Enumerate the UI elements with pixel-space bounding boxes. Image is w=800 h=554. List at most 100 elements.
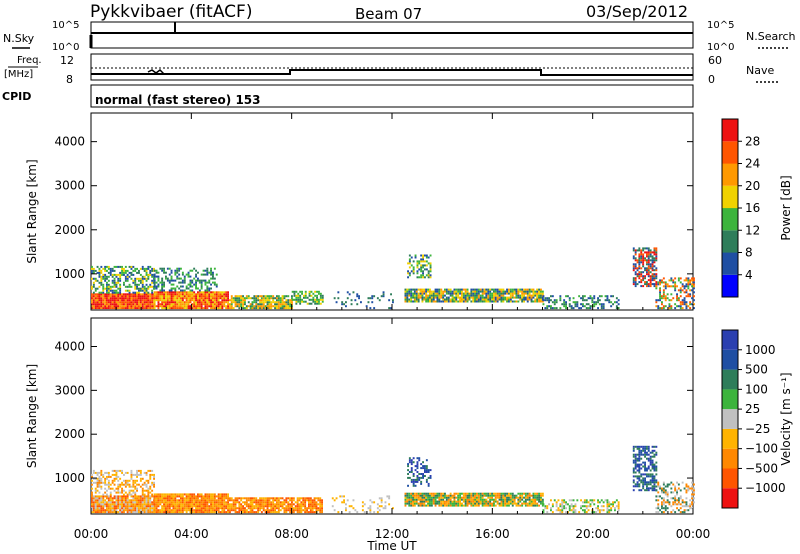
data-cell: [442, 504, 445, 507]
data-cell: [412, 288, 414, 291]
data-cell: [498, 492, 501, 495]
data-cell: [416, 457, 419, 460]
data-cell: [187, 303, 190, 306]
data-cell: [559, 299, 562, 302]
data-cell: [407, 262, 409, 265]
data-cell: [412, 502, 414, 505]
data-cell: [646, 445, 648, 448]
data-cell: [655, 269, 658, 272]
data-cell: [314, 300, 317, 303]
data-cell: [445, 290, 448, 293]
data-cell: [420, 482, 423, 485]
data-cell: [168, 267, 171, 270]
data-cell: [221, 501, 224, 504]
data-cell: [185, 501, 188, 504]
data-cell: [176, 293, 179, 296]
data-cell: [96, 503, 99, 506]
data-cell: [149, 491, 152, 494]
data-cell: [170, 501, 173, 504]
data-cell: [229, 499, 231, 502]
data-cell: [113, 297, 116, 300]
data-cell: [407, 473, 409, 475]
data-cell: [408, 288, 411, 291]
data-cell: [304, 294, 307, 297]
data-cell: [494, 294, 497, 297]
data-cell: [672, 491, 675, 494]
data-cell: [191, 307, 194, 310]
data-cell: [244, 297, 246, 300]
data-cell: [651, 479, 654, 482]
data-cell: [296, 505, 299, 508]
data-cell: [262, 307, 265, 310]
data-cell: [410, 467, 413, 470]
data-cell: [550, 307, 552, 310]
data-cell: [410, 500, 413, 503]
data-cell: [124, 491, 127, 494]
data-cell: [653, 449, 656, 452]
data-cell: [151, 507, 154, 510]
data-cell: [464, 502, 467, 505]
data-cell: [159, 495, 162, 498]
data-cell: [440, 494, 443, 497]
data-cell: [124, 265, 127, 268]
data-cell: [206, 301, 209, 304]
data-cell: [126, 507, 129, 510]
data-cell: [291, 497, 293, 500]
data-cell: [210, 505, 212, 508]
data-cell: [145, 483, 148, 486]
y-tick-label: 3000: [54, 383, 85, 397]
data-cell: [215, 507, 218, 510]
data-cell: [568, 303, 571, 306]
data-cell: [640, 489, 643, 492]
data-cell: [253, 305, 256, 308]
data-cell: [157, 275, 160, 278]
data-cell: [251, 507, 254, 510]
data-cell: [191, 289, 194, 292]
data-cell: [213, 499, 216, 502]
data-cell: [204, 283, 207, 286]
data-cell: [134, 285, 137, 288]
station-title: Pykkvibaer (fitACF): [90, 2, 252, 22]
data-cell: [100, 297, 103, 300]
data-cell: [100, 501, 103, 504]
data-cell: [181, 495, 184, 498]
data-cell: [565, 501, 567, 504]
data-cell: [102, 303, 105, 306]
data-cell: [143, 267, 146, 270]
data-cell: [640, 271, 643, 274]
data-cell: [509, 294, 512, 297]
data-cell: [100, 283, 103, 286]
data-cell: [429, 270, 432, 273]
data-cell: [685, 285, 688, 288]
data-cell: [157, 497, 160, 500]
colorbar-tick-label: 28: [745, 134, 760, 148]
data-cell: [124, 497, 127, 500]
data-cell: [438, 288, 441, 291]
colorbar-tick-label: −1000: [745, 481, 786, 495]
data-cell: [299, 298, 302, 301]
data-cell: [111, 275, 114, 278]
data-cell: [225, 291, 228, 294]
data-cell: [445, 292, 448, 295]
data-cell: [191, 305, 194, 308]
data-cell: [319, 292, 322, 295]
data-cell: [132, 499, 135, 502]
data-cell: [96, 297, 99, 300]
data-cell: [91, 511, 93, 514]
data-cell: [418, 276, 421, 279]
data-cell: [481, 294, 484, 297]
data-cell: [406, 296, 409, 299]
data-cell: [513, 292, 516, 295]
data-cell: [208, 281, 211, 284]
data-cell: [677, 483, 680, 486]
data-cell: [100, 307, 103, 310]
data-cell: [109, 497, 112, 500]
data-cell: [651, 481, 654, 484]
data-cell: [382, 507, 385, 510]
data-cell: [388, 503, 391, 506]
data-cell: [206, 271, 209, 274]
data-cell: [104, 505, 107, 508]
data-cell: [655, 499, 658, 502]
data-cell: [141, 477, 144, 480]
